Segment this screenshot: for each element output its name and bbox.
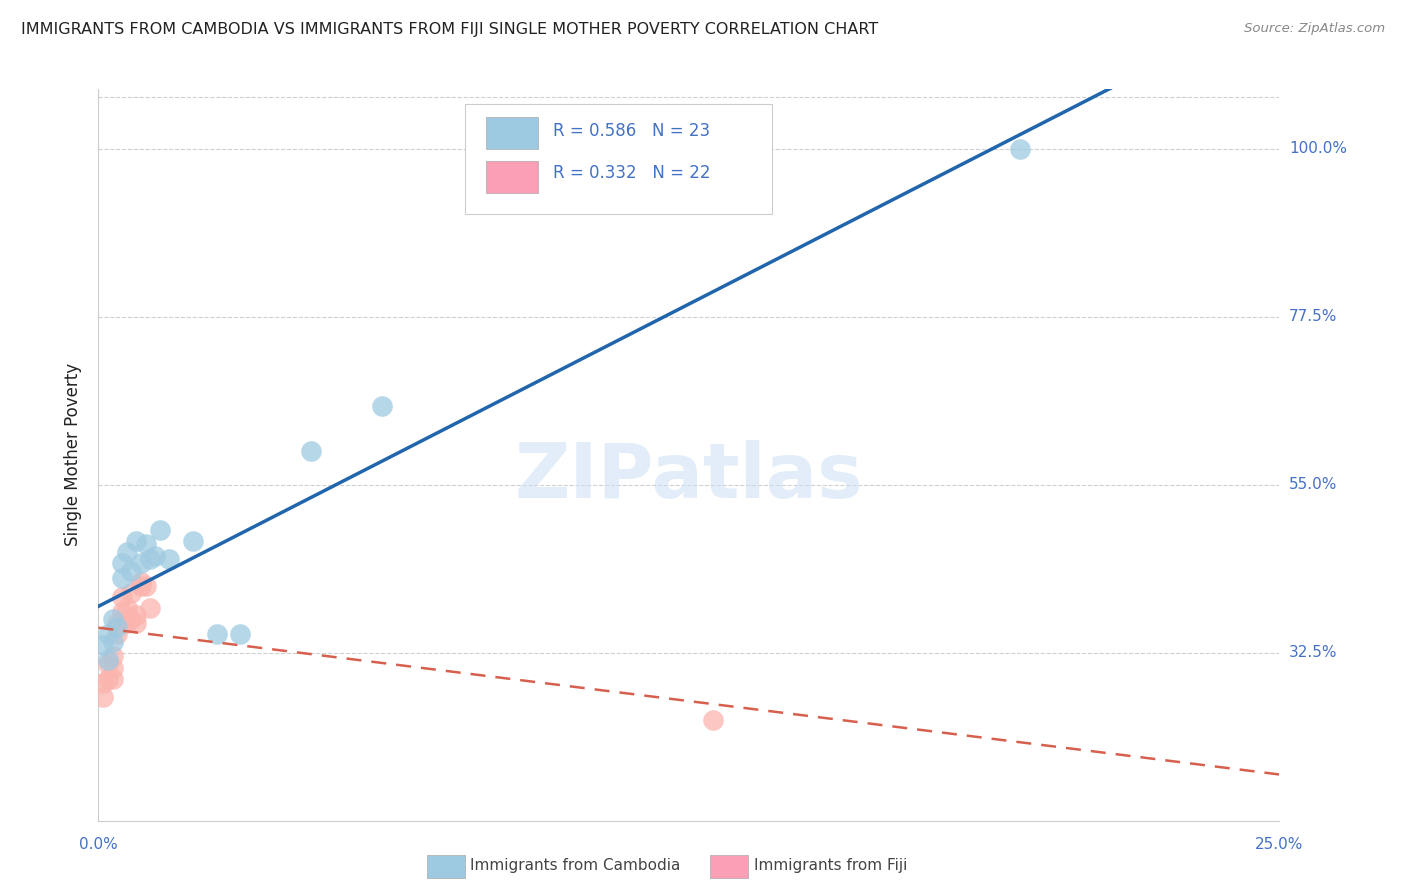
FancyBboxPatch shape: [486, 117, 537, 149]
Point: [111, 556, 134, 570]
Point: [129, 578, 152, 592]
Point: [97, 657, 120, 671]
Point: [97, 653, 120, 667]
Point: [121, 612, 143, 626]
Point: [129, 556, 152, 570]
Text: Immigrants from Fiji: Immigrants from Fiji: [754, 858, 907, 873]
Point: [105, 627, 128, 641]
Point: [111, 605, 134, 619]
Point: [97, 627, 120, 641]
Point: [125, 608, 148, 623]
FancyBboxPatch shape: [427, 855, 464, 879]
Point: [135, 537, 157, 551]
Text: ZIPatlas: ZIPatlas: [515, 440, 863, 514]
FancyBboxPatch shape: [464, 103, 772, 213]
Point: [371, 400, 394, 414]
Point: [125, 615, 148, 630]
Point: [111, 590, 134, 604]
Text: IMMIGRANTS FROM CAMBODIA VS IMMIGRANTS FROM FIJI SINGLE MOTHER POVERTY CORRELATI: IMMIGRANTS FROM CAMBODIA VS IMMIGRANTS F…: [21, 22, 879, 37]
Point: [229, 627, 252, 641]
Point: [97, 672, 120, 686]
Text: Source: ZipAtlas.com: Source: ZipAtlas.com: [1244, 22, 1385, 36]
Y-axis label: Single Mother Poverty: Single Mother Poverty: [65, 363, 83, 547]
Text: 77.5%: 77.5%: [1289, 310, 1337, 325]
Point: [105, 619, 128, 633]
Point: [101, 649, 124, 664]
Text: 32.5%: 32.5%: [1289, 645, 1337, 660]
Point: [121, 586, 143, 600]
Text: 0.0%: 0.0%: [79, 837, 118, 852]
Point: [299, 444, 322, 458]
Text: R = 0.332   N = 22: R = 0.332 N = 22: [553, 164, 710, 182]
Point: [181, 533, 204, 548]
FancyBboxPatch shape: [710, 855, 748, 879]
Point: [125, 533, 148, 548]
Point: [205, 627, 228, 641]
Point: [121, 564, 143, 578]
Point: [115, 615, 138, 630]
Point: [101, 634, 124, 648]
Point: [91, 675, 114, 690]
Text: 25.0%: 25.0%: [1256, 837, 1303, 852]
Point: [1008, 142, 1031, 156]
Text: Immigrants from Cambodia: Immigrants from Cambodia: [471, 858, 681, 873]
Point: [101, 612, 124, 626]
Point: [129, 574, 152, 589]
Point: [91, 690, 114, 705]
Point: [139, 601, 162, 615]
Point: [105, 615, 128, 630]
Point: [143, 549, 166, 563]
Point: [157, 552, 180, 566]
Text: 55.0%: 55.0%: [1289, 477, 1337, 492]
Point: [139, 552, 162, 566]
Point: [135, 578, 157, 592]
FancyBboxPatch shape: [486, 161, 537, 193]
Point: [115, 545, 138, 559]
Point: [149, 523, 172, 537]
Point: [101, 672, 124, 686]
Text: R = 0.586   N = 23: R = 0.586 N = 23: [553, 122, 710, 140]
Point: [111, 571, 134, 585]
Point: [115, 601, 138, 615]
Point: [101, 660, 124, 674]
Point: [91, 638, 114, 652]
Text: 100.0%: 100.0%: [1289, 142, 1347, 156]
Point: [702, 713, 724, 727]
